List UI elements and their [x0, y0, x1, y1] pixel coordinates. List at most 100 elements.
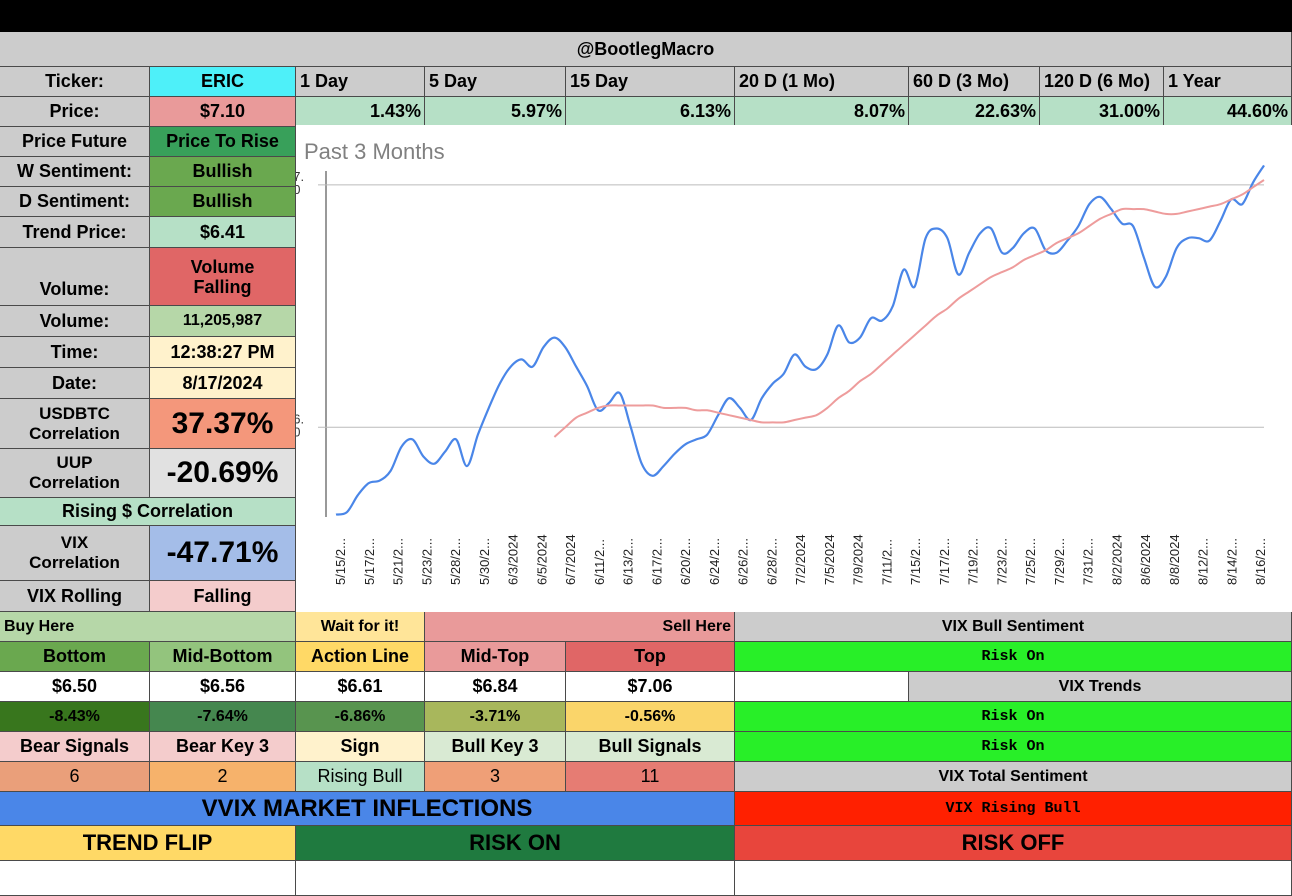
date-label: Date: [0, 368, 150, 399]
chart-y-tick-label: $7.00 [296, 169, 304, 197]
buy-here-label: Buy Here [0, 612, 296, 642]
level-header-action-line: Action Line [296, 642, 425, 672]
level-header-mid-top: Mid-Top [425, 642, 566, 672]
chart-x-tick-label: 6/7/2024 [563, 534, 578, 585]
usdbtc-label-line1: USDBTC [39, 403, 110, 423]
chart-x-tick-label: 7/31/2... [1081, 538, 1096, 585]
chart-moving-average-line [553, 179, 1265, 438]
vix-rolling-label: VIX Rolling [0, 581, 150, 612]
level-value-top: $7.06 [566, 672, 735, 702]
top-black-bar [0, 0, 1292, 32]
chart-x-tick-label: 7/25/2... [1023, 538, 1038, 585]
return-15d: 6.13% [566, 97, 735, 127]
level-pct-mid-top: -3.71% [425, 702, 566, 732]
chart-x-tick-label: 5/21/2... [391, 538, 406, 585]
chart-x-tick-label: 6/17/2... [649, 538, 664, 585]
return-1d: 1.43% [296, 97, 425, 127]
signal-value-bull-signals: 11 [566, 762, 735, 792]
signal-header-bear-key-3: Bear Key 3 [150, 732, 296, 762]
signal-value-bear-key-3: 2 [150, 762, 296, 792]
chart-x-tick-label: 7/9/2024 [851, 534, 866, 585]
d-sentiment-label: D Sentiment: [0, 187, 150, 217]
chart-x-tick-label: 6/5/2024 [534, 534, 549, 585]
uup-label-line1: UUP [56, 453, 93, 472]
level-header-bottom: Bottom [0, 642, 150, 672]
vix-trends-blank [735, 672, 909, 702]
chart-x-tick-label: 7/11/2... [879, 539, 894, 585]
level-header-top: Top [566, 642, 735, 672]
chart-x-tick-label: 6/28/2... [764, 538, 779, 585]
price-chart: Past 3 Months $7.00 $6.00 5/15/2... 5/17/2… [296, 125, 1292, 607]
signal-value-bull-key-3: 3 [425, 762, 566, 792]
return-60d: 22.63% [909, 97, 1040, 127]
level-value-bottom: $6.50 [0, 672, 150, 702]
chart-x-tick-label: 5/28/2... [448, 538, 463, 585]
w-sentiment-label: W Sentiment: [0, 157, 150, 187]
chart-x-tick-label: 7/2/2024 [793, 534, 808, 585]
volume-value: 11,205,987 [150, 306, 296, 337]
vix-correlation-label: VIX Correlation [0, 526, 150, 581]
uup-label: UUP Correlation [0, 449, 150, 498]
risk-off-label: RISK OFF [735, 826, 1292, 861]
chart-price-line [335, 164, 1265, 516]
price-label: Price: [0, 97, 150, 127]
level-pct-bottom: -8.43% [0, 702, 150, 732]
vix-label-line2: Correlation [29, 553, 120, 572]
rising-dollar-correlation: Rising $ Correlation [0, 498, 296, 526]
chart-x-tick-label: 6/13/2... [621, 538, 636, 585]
level-pct-mid-bottom: -7.64% [150, 702, 296, 732]
d-sentiment-value: Bullish [150, 187, 296, 217]
chart-x-tick-label: 8/8/2024 [1167, 534, 1182, 585]
vix-trend-2: Risk On [735, 732, 1292, 762]
ticker-value[interactable]: ERIC [150, 67, 296, 97]
signal-header-sign: Sign [296, 732, 425, 762]
volume-signal-line1: Volume [190, 256, 255, 277]
risk-on-cell [296, 861, 735, 896]
chart-y-labels: $7.00 $6.00 [296, 169, 304, 439]
time-value: 12:38:27 PM [150, 337, 296, 368]
usdbtc-value: 37.37% [150, 399, 296, 449]
level-value-action-line: $6.61 [296, 672, 425, 702]
signal-value-sign: Rising Bull [296, 762, 425, 792]
period-20d: 20 D (1 Mo) [735, 67, 909, 97]
chart-x-tick-label: 8/14/2... [1224, 538, 1239, 585]
usdbtc-label-line2: Correlation [29, 423, 120, 443]
period-120d: 120 D (6 Mo) [1040, 67, 1164, 97]
chart-x-tick-label: 7/19/2... [966, 538, 981, 585]
chart-x-labels: 5/15/2... 5/17/2... 5/21/2... 5/23/2... 5/28… [333, 534, 1268, 585]
w-sentiment-value: Bullish [150, 157, 296, 187]
chart-x-tick-label: 8/16/2... [1253, 538, 1268, 585]
signal-header-bull-signals: Bull Signals [566, 732, 735, 762]
vix-total-sentiment-label: VIX Total Sentiment [735, 762, 1292, 792]
chart-x-tick-label: 6/3/2024 [506, 534, 521, 585]
chart-x-tick-label: 6/26/2... [736, 538, 751, 585]
return-5d: 5.97% [425, 97, 566, 127]
level-header-mid-bottom: Mid-Bottom [150, 642, 296, 672]
price-future-label: Price Future [0, 127, 150, 157]
volume-signal-label: Volume: [0, 248, 150, 306]
chart-x-tick-label: 5/23/2... [419, 538, 434, 585]
vix-rolling-value: Falling [150, 581, 296, 612]
level-value-mid-top: $6.84 [425, 672, 566, 702]
wait-for-it-label: Wait for it! [296, 612, 425, 642]
chart-x-tick-label: 6/24/2... [707, 538, 722, 585]
chart-x-tick-label: 6/11/2... [592, 539, 607, 585]
vix-trends-label: VIX Trends [909, 672, 1292, 702]
vvix-market-inflections-title: VVIX MARKET INFLECTIONS [0, 792, 735, 826]
chart-title: Past 3 Months [304, 139, 445, 164]
return-120d: 31.00% [1040, 97, 1164, 127]
trend-price-label: Trend Price: [0, 217, 150, 248]
chart-x-tick-label: 6/20/2... [678, 538, 693, 585]
chart-y-tick-label: $6.00 [296, 411, 304, 439]
volume-label: Volume: [0, 306, 150, 337]
volume-signal-value: Volume Falling [150, 248, 296, 306]
return-20d: 8.07% [735, 97, 909, 127]
chart-x-tick-label: 5/30/2... [477, 538, 492, 585]
trend-flip-cell [0, 861, 296, 896]
price-future-value: Price To Rise [150, 127, 296, 157]
level-value-mid-bottom: $6.56 [150, 672, 296, 702]
chart-grid [318, 171, 1264, 517]
chart-x-tick-label: 5/17/2... [362, 538, 377, 585]
chart-x-tick-label: 8/12/2... [1196, 538, 1211, 585]
ticker-label: Ticker: [0, 67, 150, 97]
